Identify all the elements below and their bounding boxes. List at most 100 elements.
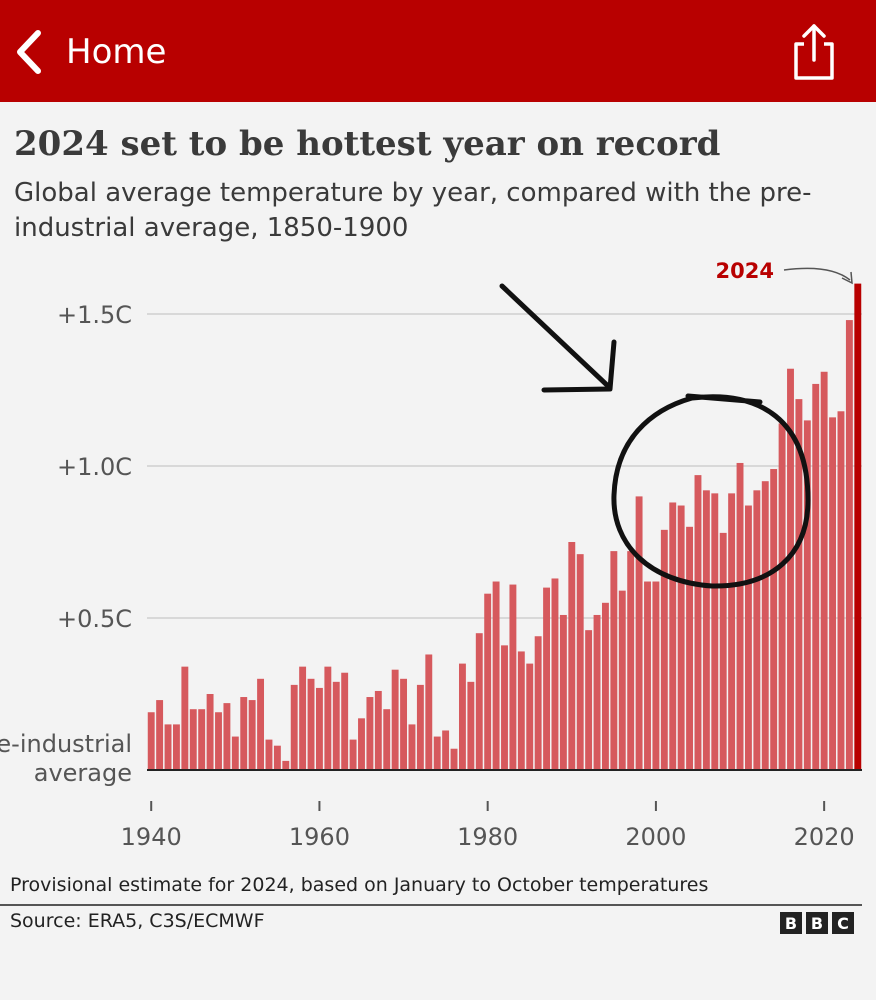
bar [736, 462, 744, 770]
chart-subtitle: Global average temperature by year, comp… [14, 178, 812, 243]
y-tick-label: +0.5C [57, 605, 132, 633]
bar [559, 614, 567, 770]
highlight-label: 2024 [716, 259, 774, 283]
share-button[interactable] [788, 22, 838, 82]
bar [248, 700, 256, 770]
bar [231, 736, 239, 770]
x-tick-label: 1980 [457, 823, 518, 851]
handdrawn-arrow-head [541, 339, 617, 393]
bar [534, 636, 542, 770]
bar [787, 368, 794, 770]
bar [400, 678, 408, 770]
bar [416, 684, 424, 770]
bar [383, 709, 391, 770]
bar [433, 736, 441, 770]
chart-source: Source: ERA5, C3S/ECMWF [10, 910, 265, 932]
bar [206, 694, 214, 770]
bar-highlight [854, 283, 862, 770]
bar [551, 578, 559, 770]
bar [820, 371, 828, 770]
bar [568, 542, 576, 770]
bar [492, 581, 500, 770]
bar [215, 712, 222, 770]
bar [484, 593, 492, 770]
bar [181, 666, 189, 770]
bar [593, 614, 601, 770]
footer-divider [0, 904, 862, 906]
bar [618, 590, 626, 770]
chart-title: 2024 set to be hottest year on record [14, 124, 721, 164]
bar [526, 663, 534, 770]
x-tick-label: 1960 [289, 823, 350, 851]
bbc-logo-letter: B [806, 912, 828, 934]
back-button[interactable]: Home [14, 22, 166, 82]
bar [601, 602, 609, 770]
chart-note: Provisional estimate for 2024, based on … [10, 874, 709, 896]
bar [635, 496, 643, 770]
bar [391, 669, 399, 770]
bar [585, 630, 593, 770]
bar [223, 703, 231, 770]
bar [576, 554, 584, 770]
bar [290, 684, 298, 770]
bar [198, 709, 206, 770]
bar [458, 663, 466, 770]
x-tick-label: 2000 [625, 823, 686, 851]
back-label: Home [66, 32, 167, 72]
bar [366, 697, 374, 770]
bar [164, 724, 172, 770]
bar [812, 383, 820, 770]
bar [273, 745, 281, 770]
bars [147, 283, 862, 770]
highlight-arrowhead [841, 271, 853, 285]
bbc-logo-letter: C [832, 912, 854, 934]
annotations: 2024 [499, 259, 853, 589]
bar [299, 666, 307, 770]
bar [358, 718, 365, 770]
x-tick-label: 1940 [121, 823, 182, 851]
bar [172, 724, 180, 770]
bar [543, 587, 551, 770]
bar [341, 672, 349, 770]
bar [753, 490, 761, 770]
bar [744, 505, 752, 770]
bar [644, 581, 651, 770]
bar [324, 666, 332, 770]
bar [719, 532, 727, 770]
bar [282, 760, 290, 770]
bar [408, 724, 416, 770]
bbc-logo: B B C [780, 912, 854, 934]
bar [450, 748, 458, 770]
bar [517, 651, 525, 770]
bar [702, 490, 710, 770]
bar [677, 505, 685, 770]
bar [669, 502, 677, 770]
bar [501, 645, 508, 770]
bar [803, 420, 811, 770]
bar [694, 475, 702, 770]
top-bar: Home [0, 0, 876, 102]
bar [189, 709, 197, 770]
bar [156, 700, 164, 770]
bar [349, 739, 357, 770]
bar [442, 730, 450, 770]
handdrawn-arrow-shaft [499, 283, 611, 389]
highlight-arrow [783, 267, 851, 281]
bar [147, 712, 155, 770]
bar [845, 320, 853, 770]
bar [425, 654, 433, 770]
bar [728, 493, 736, 770]
bar [627, 551, 635, 770]
bar [778, 423, 786, 770]
bar [374, 690, 382, 770]
y-tick-label: +1.5C [57, 301, 132, 329]
bar [307, 678, 315, 770]
bar [467, 681, 475, 770]
x-tick-label: 2020 [794, 823, 855, 851]
y-tick-label: +1.0C [57, 453, 132, 481]
bbc-logo-letter: B [780, 912, 802, 934]
chevron-left-icon [17, 30, 41, 74]
